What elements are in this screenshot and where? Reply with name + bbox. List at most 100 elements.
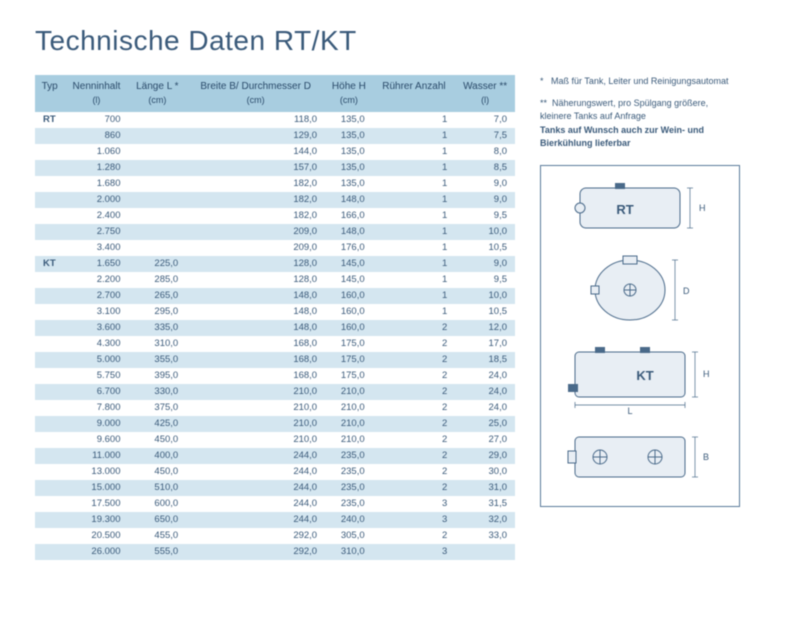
table-cell: 1 — [373, 288, 456, 304]
table-cell — [35, 144, 64, 160]
table-cell: 295,0 — [128, 304, 186, 320]
table-cell: 3.400 — [64, 240, 128, 256]
table-cell — [35, 288, 64, 304]
table-cell: 168,0 — [186, 336, 325, 352]
table-cell: 330,0 — [128, 384, 186, 400]
table-row: 6.700330,0210,0210,0224,0 — [35, 384, 515, 400]
diagram-rt: RT H — [565, 178, 715, 238]
table-cell: 9,5 — [455, 208, 515, 224]
svg-text:L: L — [627, 406, 632, 416]
table-row: 1.280157,0135,018,5 — [35, 160, 515, 176]
table-cell: 9.600 — [64, 432, 128, 448]
table-cell: 3 — [373, 496, 456, 512]
table-cell: 128,0 — [186, 256, 325, 272]
table-cell: 450,0 — [128, 432, 186, 448]
table-cell — [35, 240, 64, 256]
table-cell: 235,0 — [325, 496, 373, 512]
footnote-2: ** Näherungswert, pro Spülgang größere, … — [540, 97, 740, 124]
table-cell: 1.680 — [64, 176, 128, 192]
table-cell: 6.700 — [64, 384, 128, 400]
table-cell: 210,0 — [186, 416, 325, 432]
table-row: 860129,0135,017,5 — [35, 128, 515, 144]
table-cell: 157,0 — [186, 160, 325, 176]
table-cell: 24,0 — [455, 400, 515, 416]
table-row: 3.400209,0176,0110,5 — [35, 240, 515, 256]
table-cell: 33,0 — [455, 528, 515, 544]
table-cell: 7,0 — [455, 112, 515, 128]
table-cell: 20.500 — [64, 528, 128, 544]
table-cell — [35, 384, 64, 400]
table-cell — [35, 432, 64, 448]
table-cell: 17.500 — [64, 496, 128, 512]
table-cell: 2 — [373, 416, 456, 432]
table-cell — [35, 496, 64, 512]
table-cell: 395,0 — [128, 368, 186, 384]
table-cell: 182,0 — [186, 208, 325, 224]
table-cell: 210,0 — [325, 400, 373, 416]
table-cell — [35, 368, 64, 384]
table-cell: 148,0 — [186, 304, 325, 320]
table-cell: 244,0 — [186, 512, 325, 528]
table-cell — [128, 240, 186, 256]
table-cell: 31,5 — [455, 496, 515, 512]
table-cell: 1 — [373, 144, 456, 160]
table-cell: 9,5 — [455, 272, 515, 288]
table-cell — [128, 144, 186, 160]
table-cell: 19.300 — [64, 512, 128, 528]
table-cell: 209,0 — [186, 224, 325, 240]
table-cell: 400,0 — [128, 448, 186, 464]
table-cell: 1 — [373, 208, 456, 224]
svg-text:D: D — [683, 286, 690, 296]
diagram-kt: KT L H — [560, 342, 720, 417]
table-cell: 335,0 — [128, 320, 186, 336]
diagram-box: RT H D — [540, 165, 740, 507]
col-header: Höhe H(cm) — [325, 75, 373, 112]
table-cell — [35, 544, 64, 560]
footnote-1-text: Maß für Tank, Leiter und Reinigungsautom… — [551, 76, 728, 86]
table-cell: 5.000 — [64, 352, 128, 368]
table-cell: 305,0 — [325, 528, 373, 544]
table-cell: 2.000 — [64, 192, 128, 208]
table-cell: 128,0 — [186, 272, 325, 288]
table-row: 2.400182,0166,019,5 — [35, 208, 515, 224]
table-cell: 2 — [373, 384, 456, 400]
table-cell: 210,0 — [186, 432, 325, 448]
table-cell — [35, 464, 64, 480]
svg-text:H: H — [699, 203, 706, 213]
table-cell: 700 — [64, 112, 128, 128]
table-cell: 160,0 — [325, 304, 373, 320]
table-cell: 510,0 — [128, 480, 186, 496]
table-cell: 2 — [373, 320, 456, 336]
table-row: 13.000450,0244,0235,0230,0 — [35, 464, 515, 480]
table-cell: 310,0 — [128, 336, 186, 352]
table-row: 15.000510,0244,0235,0231,0 — [35, 480, 515, 496]
footnotes: * Maß für Tank, Leiter und Reinigungsaut… — [540, 75, 740, 151]
table-cell: 160,0 — [325, 288, 373, 304]
table-cell: 265,0 — [128, 288, 186, 304]
table-cell: 375,0 — [128, 400, 186, 416]
table-cell: 235,0 — [325, 464, 373, 480]
table-cell: 210,0 — [325, 416, 373, 432]
rt-label: RT — [616, 202, 633, 217]
table-cell: 8,0 — [455, 144, 515, 160]
table-cell — [35, 272, 64, 288]
table-cell: 15.000 — [64, 480, 128, 496]
table-cell: 209,0 — [186, 240, 325, 256]
table-cell — [35, 528, 64, 544]
table-cell — [128, 208, 186, 224]
table-cell: 210,0 — [325, 432, 373, 448]
table-cell: 175,0 — [325, 368, 373, 384]
table-cell: 5.750 — [64, 368, 128, 384]
table-cell: 210,0 — [186, 400, 325, 416]
col-header: Rührer Anzahl — [373, 75, 456, 112]
table-cell: 1 — [373, 272, 456, 288]
kt-label: KT — [636, 368, 653, 383]
table-cell: 235,0 — [325, 480, 373, 496]
table-cell: 32,0 — [455, 512, 515, 528]
table-row: RT700118,0135,017,0 — [35, 112, 515, 128]
table-cell: 30,0 — [455, 464, 515, 480]
table-cell: 144,0 — [186, 144, 325, 160]
table-row: 5.000355,0168,0175,0218,5 — [35, 352, 515, 368]
table-cell: 176,0 — [325, 240, 373, 256]
table-cell: 2 — [373, 336, 456, 352]
